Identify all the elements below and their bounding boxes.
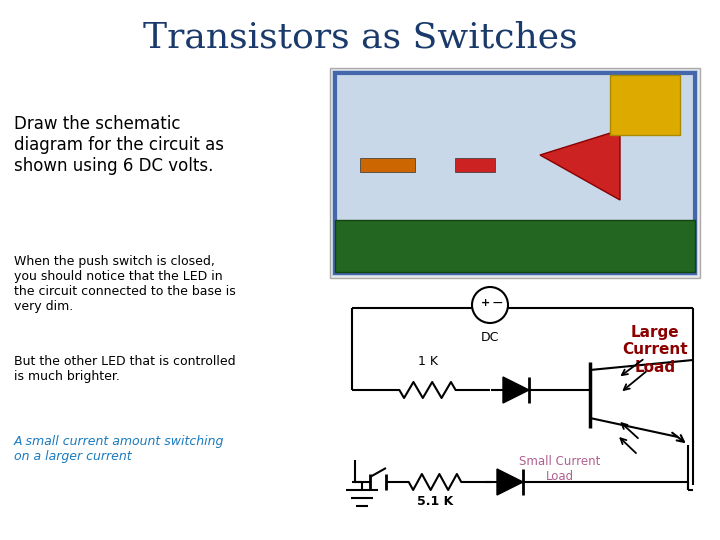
Text: −: − [491, 296, 503, 310]
Text: 5.1 K: 5.1 K [417, 495, 453, 508]
Bar [360, 158, 415, 172]
Bar [332, 70, 698, 276]
Text: When the push switch is closed,
you should notice that the LED in
the circuit co: When the push switch is closed, you shou… [14, 255, 235, 313]
Text: 1 K: 1 K [418, 355, 438, 368]
Polygon shape [503, 377, 529, 403]
Text: But the other LED that is controlled
is much brighter.: But the other LED that is controlled is … [14, 355, 235, 383]
Polygon shape [497, 469, 523, 495]
Text: Transistors as Switches: Transistors as Switches [143, 21, 577, 55]
Text: +: + [480, 298, 490, 308]
Text: A small current amount switching
on a larger current: A small current amount switching on a la… [14, 435, 225, 463]
Text: DC: DC [481, 331, 499, 344]
Polygon shape [540, 130, 620, 200]
Bar [335, 220, 695, 272]
Bar [335, 73, 695, 273]
Text: Small Current
Load: Small Current Load [519, 455, 600, 483]
Text: Large
Current
Load: Large Current Load [622, 325, 688, 375]
Bar [330, 68, 700, 278]
Bar [455, 158, 495, 172]
Bar [610, 75, 680, 135]
Text: Draw the schematic
diagram for the circuit as
shown using 6 DC volts.: Draw the schematic diagram for the circu… [14, 115, 224, 174]
